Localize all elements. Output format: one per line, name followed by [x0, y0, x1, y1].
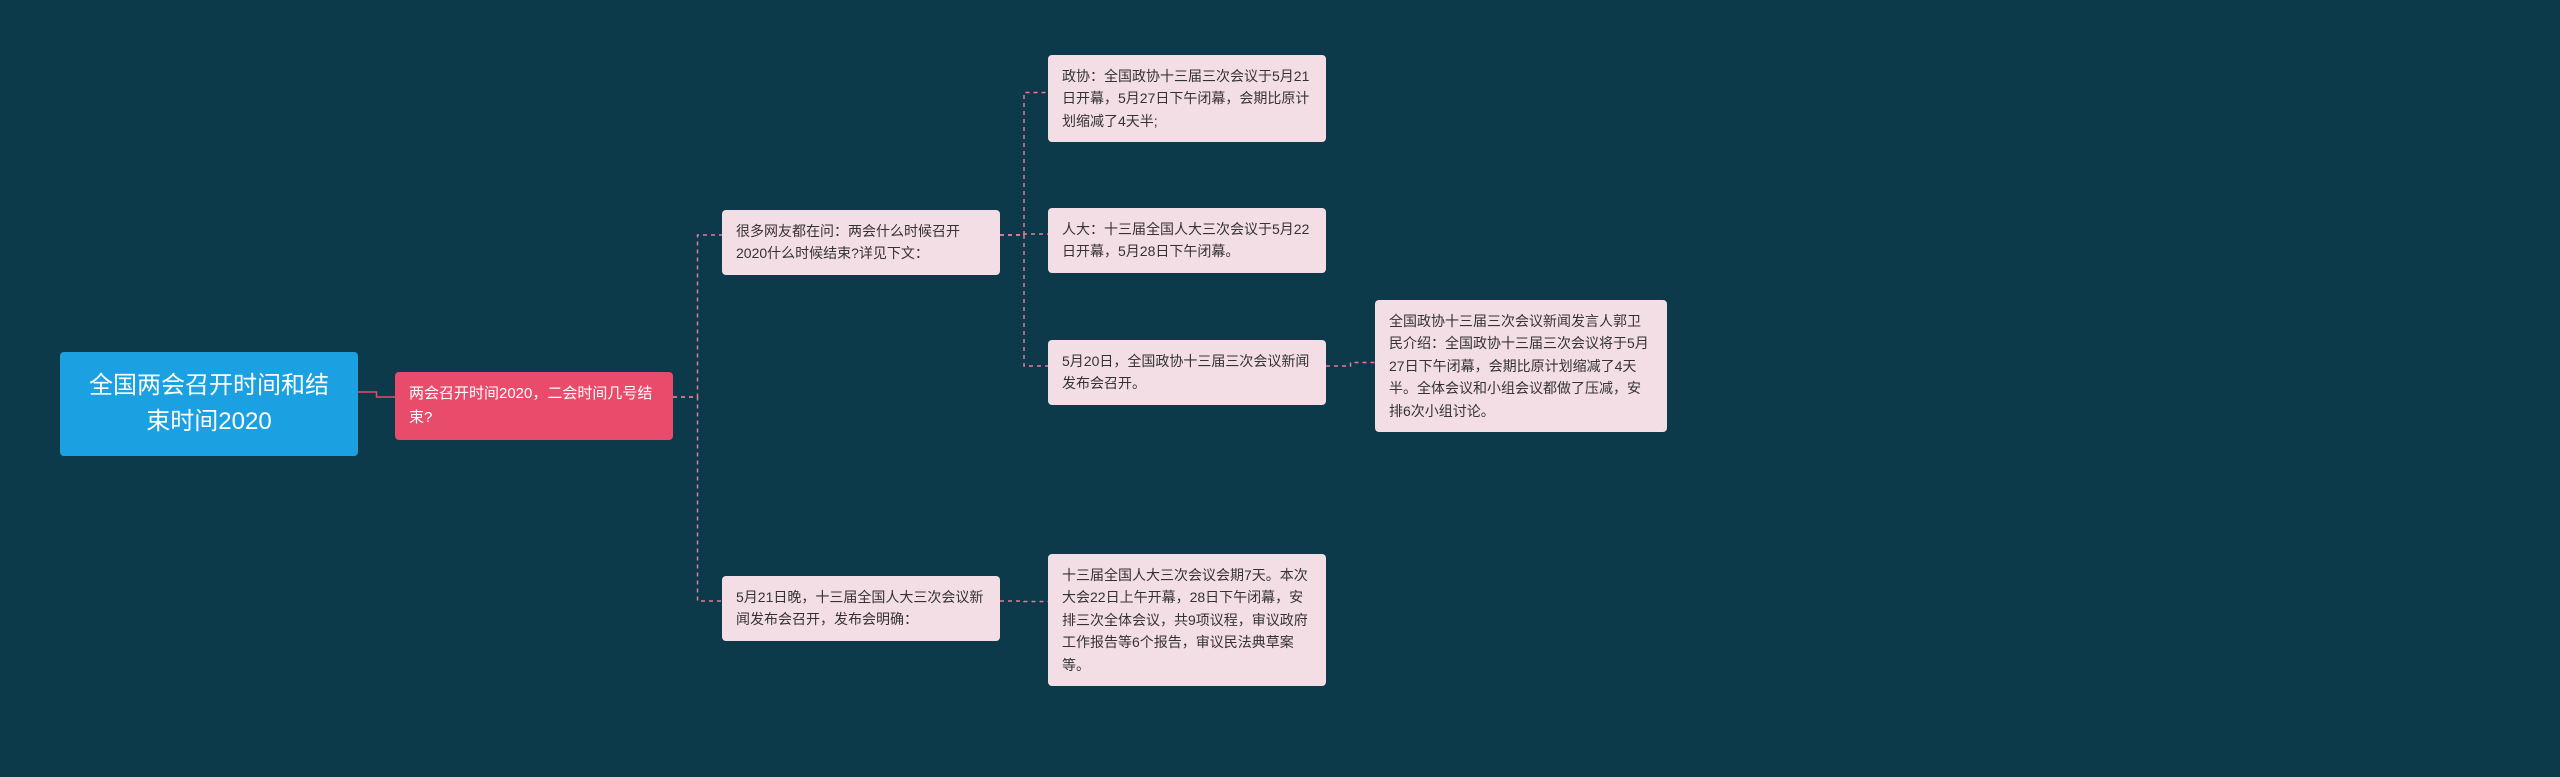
edge-n2a-n3b	[1000, 234, 1048, 235]
edge-n2b-n3d	[1000, 601, 1048, 602]
mindmap-node-n3c: 5月20日，全国政协十三届三次会议新闻发布会召开。	[1048, 340, 1326, 405]
mindmap-node-n2b: 5月21日晚，十三届全国人大三次会议新闻发布会召开，发布会明确：	[722, 576, 1000, 641]
mindmap-node-n4: 全国政协十三届三次会议新闻发言人郭卫民介绍：全国政协十三届三次会议将于5月27日…	[1375, 300, 1667, 432]
mindmap-node-n3a: 政协：全国政协十三届三次会议于5月21日开幕，5月27日下午闭幕，会期比原计划缩…	[1048, 55, 1326, 142]
mindmap-node-n2a: 很多网友都在问：两会什么时候召开2020什么时候结束?详见下文：	[722, 210, 1000, 275]
edge-n3c-n4	[1326, 363, 1375, 367]
edge-n2a-n3c	[1000, 235, 1048, 366]
edge-n2a-n3a	[1000, 93, 1048, 236]
mindmap-node-n1: 两会召开时间2020，二会时间几号结束?	[395, 372, 673, 440]
mindmap-node-root: 全国两会召开时间和结束时间2020	[60, 352, 358, 456]
mindmap-node-n3b: 人大：十三届全国人大三次会议于5月22日开幕，5月28日下午闭幕。	[1048, 208, 1326, 273]
edge-n1-n2b	[673, 397, 722, 601]
edge-root-n1	[358, 392, 395, 397]
edge-n1-n2a	[673, 235, 722, 397]
mindmap-node-n3d: 十三届全国人大三次会议会期7天。本次大会22日上午开幕，28日下午闭幕，安排三次…	[1048, 554, 1326, 686]
